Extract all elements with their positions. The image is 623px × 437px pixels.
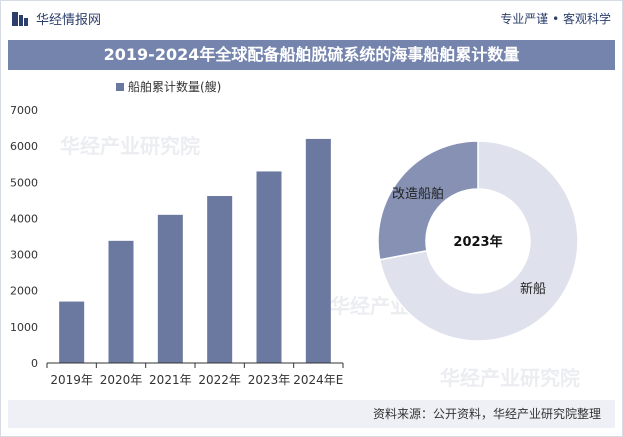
- y-tick-label: 5000: [10, 176, 38, 189]
- brand-name: 华经情报网: [36, 13, 102, 28]
- bar-2020年: [108, 240, 134, 363]
- chart-title: 2019-2024年全球配备船舶脱硫系统的海事船舶累计数量: [103, 45, 520, 64]
- x-tick-label: 2022年: [198, 373, 241, 387]
- legend-swatch: [116, 83, 124, 91]
- donut-label-retrofit: 改造船舶: [392, 186, 444, 202]
- y-tick-label: 1000: [10, 321, 38, 334]
- y-tick-label: 7000: [10, 104, 38, 117]
- footer-bar: 资料来源：公开资料，华经产业研究院整理: [8, 400, 615, 428]
- x-tick-label: 2019年: [50, 373, 93, 387]
- x-tick-label: 2021年: [149, 373, 192, 387]
- hjqbw-logo-icon: [12, 11, 28, 26]
- bar-chart: 船舶累计数量(艘) 0 1000 2000 3000 4000 5000 6000 7000 20…: [10, 79, 344, 387]
- brand[interactable]: 华经情报网: [12, 9, 101, 28]
- y-tick-label: 4000: [10, 212, 38, 225]
- source-note: 资料来源：公开资料，华经产业研究院整理: [372, 407, 601, 421]
- donut-center-label: 2023年: [453, 234, 502, 250]
- bar-2019年: [59, 301, 85, 363]
- watermark-text-3: 华经产业研究院: [440, 366, 580, 390]
- y-tick-label: 0: [31, 357, 38, 370]
- bar-2023年: [256, 171, 282, 363]
- donut-chart: 新船 改造船舶 2023年: [377, 140, 579, 342]
- bar-2022年: [207, 196, 233, 363]
- bar-2024年E: [305, 138, 331, 363]
- title-bar: 2019-2024年全球配备船舶脱硫系统的海事船舶累计数量: [8, 40, 615, 70]
- watermark-text-1: 华经产业研究院: [60, 134, 200, 158]
- y-tick-label: 2000: [10, 285, 38, 298]
- top-bar: 华经情报网 专业严谨 • 客观科学: [0, 0, 623, 36]
- donut-slice-改造船舶: [377, 140, 479, 261]
- donut-label-new: 新船: [520, 281, 546, 297]
- x-tick-label: 2020年: [100, 373, 143, 387]
- x-tick-label: 2023年: [248, 373, 291, 387]
- x-tick-label: 2024年E: [293, 373, 343, 387]
- y-tick-label: 3000: [10, 249, 38, 262]
- bar-2021年: [157, 214, 183, 363]
- legend-label: 船舶累计数量(艘): [128, 79, 221, 94]
- donut-slice-新船: [378, 140, 579, 342]
- y-tick-label: 6000: [10, 140, 38, 153]
- slogan: 专业严谨 • 客观科学: [500, 12, 611, 26]
